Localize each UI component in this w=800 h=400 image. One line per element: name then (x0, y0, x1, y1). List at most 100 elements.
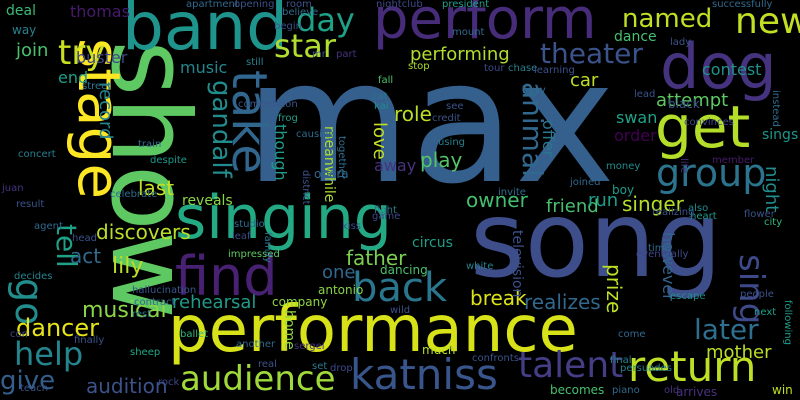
cloud-word: teach (20, 384, 48, 394)
cloud-word: play (420, 150, 462, 170)
cloud-word: dance (614, 30, 657, 44)
cloud-word: ballet (180, 330, 208, 340)
cloud-word: instead (770, 90, 780, 127)
cloud-word: realizing (652, 208, 694, 218)
cloud-word: music (180, 60, 227, 76)
cloud-word: circus (412, 236, 453, 250)
cloud-word: television (510, 230, 524, 297)
cloud-word: role (394, 104, 432, 124)
cloud-word: leaf (232, 232, 251, 242)
cloud-word: see (446, 102, 464, 112)
cloud-word: away (374, 158, 416, 174)
cloud-word: buster (76, 50, 127, 66)
cloud-word: game (372, 212, 400, 222)
cloud-word: realizes (524, 292, 601, 312)
cloud-word: sheep (130, 348, 160, 358)
cloud-word: tour (484, 64, 505, 74)
cloud-word: time (648, 244, 671, 254)
cloud-word: sergei (294, 342, 325, 352)
cloud-word: begin (274, 22, 302, 32)
cloud-word: wild (390, 306, 410, 316)
cloud-word: becomes (550, 384, 604, 396)
cloud-word: gandalf (208, 80, 234, 178)
cloud-word: member (712, 156, 754, 166)
cloud-word: next (754, 308, 776, 318)
cloud-word: family (262, 232, 272, 263)
cloud-word: prize (604, 264, 624, 313)
cloud-word: join (16, 42, 48, 60)
cloud-word: audition (86, 376, 168, 396)
cloud-word: set (312, 362, 327, 372)
cloud-word: rock (158, 378, 179, 388)
cloud-word: deal (6, 4, 36, 18)
cloud-word: mr (312, 50, 326, 60)
cloud-word: boy (612, 184, 634, 196)
cloud-word: company (272, 296, 327, 308)
cloud-word: flower (744, 210, 775, 220)
cloud-word: celebrate (110, 190, 157, 200)
cloud-word: contest (702, 62, 761, 78)
cloud-word: using (438, 138, 465, 148)
cloud-word: learning (534, 66, 575, 76)
cloud-word: nightclub (376, 0, 423, 10)
cloud-word: real (258, 360, 277, 370)
cloud-word: love (370, 122, 388, 160)
cloud-word: black (668, 98, 700, 110)
cloud-word: money (606, 162, 640, 172)
cloud-word: stop (408, 62, 430, 72)
cloud-word: though (272, 124, 288, 181)
cloud-word: agent (34, 222, 63, 232)
cloud-word: apartment (186, 0, 239, 10)
cloud-word: busy (522, 86, 546, 96)
cloud-word: rehearsal (172, 294, 256, 312)
cloud-word: drop (330, 364, 353, 374)
cloud-word: thomas (70, 4, 130, 20)
cloud-word: much (422, 344, 456, 356)
cloud-word: still (246, 58, 263, 68)
cloud-word: lead (634, 90, 655, 100)
cloud-word: escape (670, 292, 706, 302)
cloud-word: talent (518, 348, 623, 384)
cloud-word: street (82, 82, 111, 92)
cloud-word: people (740, 290, 774, 300)
cloud-word: piano (612, 386, 640, 396)
cloud-word: frog (278, 114, 298, 124)
cloud-word: act (70, 246, 101, 266)
cloud-word: chase (508, 64, 537, 74)
cloud-word: part (336, 50, 357, 60)
cloud-word: come (618, 330, 646, 340)
cloud-word: white (466, 262, 493, 272)
cloud-word: one (322, 264, 356, 282)
cloud-word: president (442, 0, 489, 10)
cloud-word: district (300, 170, 310, 205)
cloud-word: studio (234, 220, 265, 230)
cloud-word: night (762, 166, 780, 212)
cloud-word: later (694, 316, 759, 344)
cloud-word: star (274, 30, 336, 62)
cloud-word: discovers (96, 222, 191, 242)
cloud-word: rest (132, 310, 151, 320)
cloud-word: persuades (620, 364, 672, 374)
cloud-word: hallucination (132, 286, 196, 296)
cloud-word: credit (432, 114, 461, 124)
cloud-word: con (10, 330, 28, 340)
cloud-word: lady (670, 38, 691, 48)
cloud-word: train (138, 140, 161, 150)
cloud-word: competition (238, 100, 298, 110)
cloud-word: believe (282, 8, 318, 18)
cloud-word: confronts (472, 354, 519, 364)
cloud-word: kiss (342, 222, 361, 232)
cloud-word: successfully (712, 0, 772, 10)
cloud-word: opening (234, 0, 274, 10)
cloud-word: causing (296, 130, 335, 140)
cloud-word: despite (150, 156, 187, 166)
cloud-word: together (336, 136, 346, 179)
cloud-word: life (678, 158, 688, 173)
cloud-word: juan (2, 184, 24, 194)
cloud-word: invite (498, 188, 526, 198)
cloud-word: joined (570, 178, 601, 188)
cloud-word: decides (14, 272, 53, 282)
cloud-word: sings (762, 128, 798, 142)
cloud-word: offer (540, 120, 556, 157)
